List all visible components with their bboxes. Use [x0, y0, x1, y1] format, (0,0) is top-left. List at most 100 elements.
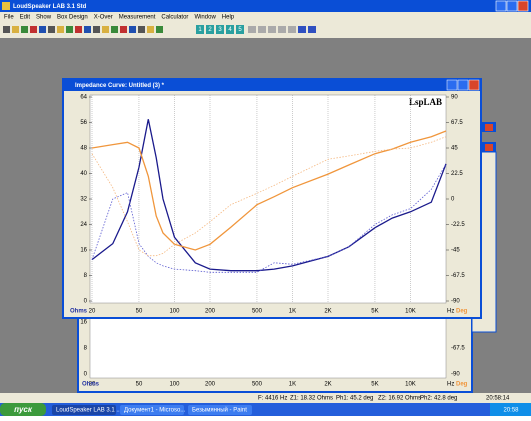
y-tick-label: 48: [80, 146, 87, 152]
start-button[interactable]: [0, 403, 46, 416]
toolbar-button[interactable]: [120, 26, 127, 33]
toolbar-label[interactable]: 1: [198, 27, 202, 33]
background-x-tick-label: 5K: [371, 382, 378, 388]
app-title: LoudSpeaker LAB 3.1 Std: [13, 4, 87, 10]
toolbar-label[interactable]: 5: [238, 27, 242, 33]
background-y-axis-label: Ohms: [82, 382, 100, 388]
close-button[interactable]: [468, 79, 480, 91]
menu-item[interactable]: Box Design: [57, 15, 88, 21]
status-field: 20:58:14: [486, 396, 510, 402]
y-tick-label: 24: [80, 222, 87, 228]
y-tick-label: 8: [84, 273, 88, 279]
toolbar-button[interactable]: [147, 26, 154, 33]
toolbar-label[interactable]: 2: [208, 27, 212, 33]
maximize-button[interactable]: [506, 0, 518, 12]
menu-item[interactable]: File: [4, 15, 14, 21]
background-y2-tick-label: -90: [451, 372, 460, 378]
close-button[interactable]: [485, 124, 493, 131]
toolbar-button[interactable]: [93, 26, 100, 33]
toolbar-button[interactable]: [156, 26, 163, 33]
status-field: F: 4416 Hz: [258, 396, 287, 402]
toolbar-button[interactable]: [278, 26, 286, 33]
toolbar-button[interactable]: [298, 26, 306, 33]
app-icon: [2, 2, 10, 10]
toolbar-button[interactable]: [3, 26, 10, 33]
toolbar-button[interactable]: [258, 26, 266, 33]
y2-tick-label: -45: [451, 248, 460, 254]
menu-item[interactable]: Calculator: [161, 15, 188, 21]
x-tick-label: 10K: [405, 309, 416, 315]
toolbar-button[interactable]: [236, 25, 244, 34]
task-label[interactable]: Безымянный - Paint: [192, 407, 247, 414]
close-button[interactable]: [485, 144, 493, 151]
toolbar-button[interactable]: [48, 26, 55, 33]
toolbar-button[interactable]: [268, 26, 276, 33]
toolbar-button[interactable]: [12, 26, 19, 33]
x-tick-label: 200: [205, 309, 216, 315]
toolbar-button[interactable]: [226, 25, 234, 34]
x-axis-label: Hz: [447, 309, 454, 315]
close-button[interactable]: [517, 0, 529, 12]
task-label[interactable]: Документ1 - Microso...: [124, 408, 186, 414]
toolbar-button[interactable]: [196, 25, 204, 34]
task-button[interactable]: [120, 405, 184, 415]
background-x-tick-label: 10K: [405, 382, 416, 388]
y2-tick-label: 0: [451, 197, 455, 203]
y-tick-label: 0: [84, 299, 88, 305]
y2-tick-label: 90: [451, 95, 458, 101]
toolbar-button[interactable]: [248, 26, 256, 33]
toolbar-button[interactable]: [30, 26, 37, 33]
toolbar-button[interactable]: [21, 26, 28, 33]
background-y2-axis-label: Deg: [456, 382, 468, 388]
toolbar-button[interactable]: [129, 26, 136, 33]
toolbar-button[interactable]: [138, 26, 145, 33]
y2-tick-label: 45: [451, 146, 458, 152]
app-titlebar: [0, 0, 531, 12]
toolbar-button[interactable]: [288, 26, 296, 33]
minimize-button[interactable]: [446, 79, 458, 91]
status-field: Z2: 16.92 Ohms: [378, 396, 421, 402]
toolbar-button[interactable]: [308, 26, 316, 33]
menu-item[interactable]: Help: [222, 15, 235, 21]
toolbar-button[interactable]: [216, 25, 224, 34]
toolbar-button[interactable]: [39, 26, 46, 33]
toolbar-button[interactable]: [57, 26, 64, 33]
y2-tick-label: -22.5: [451, 222, 465, 228]
y-tick-label: 64: [80, 95, 87, 101]
maximize-button[interactable]: [457, 79, 469, 91]
toolbar-button[interactable]: [102, 26, 109, 33]
toolbar-label[interactable]: 4: [228, 27, 232, 33]
toolbar-button[interactable]: [66, 26, 73, 33]
task-button[interactable]: [188, 405, 252, 415]
menu-item[interactable]: Window: [194, 15, 216, 21]
series-line: [91, 119, 447, 272]
toolbar-button[interactable]: [206, 25, 214, 34]
y2-axis-label: Deg: [456, 309, 468, 315]
y-tick-label: 32: [80, 197, 87, 203]
y2-tick-label: 22.5: [451, 171, 463, 177]
menu-toolbar: [0, 12, 531, 38]
menu-item[interactable]: Edit: [20, 15, 31, 21]
start-label[interactable]: пуск: [14, 405, 33, 414]
background-x-axis-label: Hz: [447, 382, 454, 388]
toolbar-button[interactable]: [84, 26, 91, 33]
minimize-button[interactable]: [495, 0, 507, 12]
y2-tick-label: -67.5: [451, 273, 465, 279]
y-tick-label: 16: [80, 248, 87, 254]
status-field: Ph2: 42.8 deg: [420, 396, 457, 402]
x-tick-label: 500: [252, 309, 263, 315]
task-button[interactable]: [52, 405, 116, 415]
x-tick-label: 100: [169, 309, 180, 315]
x-tick-label: 20: [89, 309, 96, 315]
task-label[interactable]: LoudSpeaker LAB 3.1 ...: [56, 408, 122, 414]
toolbar-button[interactable]: [75, 26, 82, 33]
menu-item[interactable]: Measurement: [119, 15, 156, 21]
background-y-tick-label: 8: [84, 346, 88, 352]
x-tick-label: 5K: [371, 309, 378, 315]
menu-item[interactable]: X-Over: [94, 15, 113, 21]
toolbar-button[interactable]: [111, 26, 118, 33]
toolbar-label[interactable]: 3: [218, 27, 222, 33]
series-line: [91, 163, 447, 273]
menu-item[interactable]: Show: [36, 15, 52, 21]
